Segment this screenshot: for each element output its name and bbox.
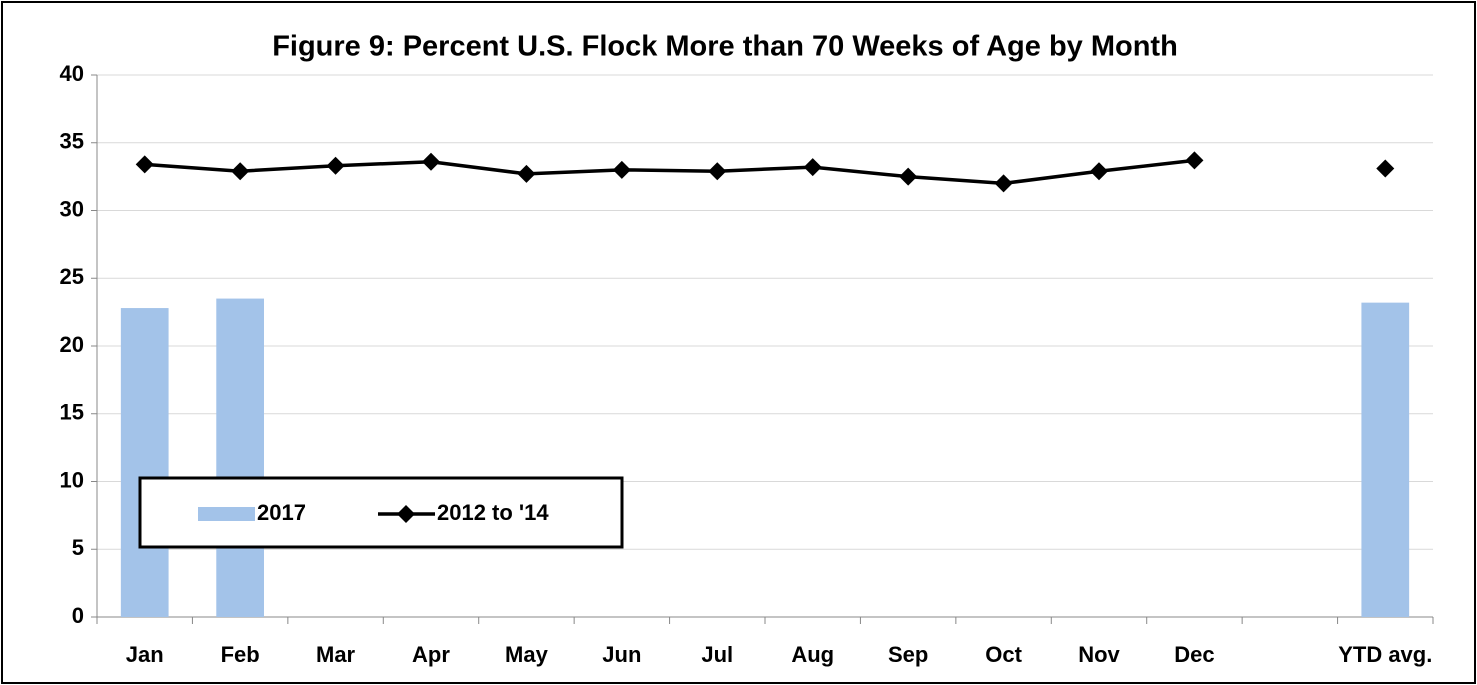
legend-marker	[397, 505, 415, 523]
x-tick-label: Jun	[602, 642, 641, 667]
bar	[216, 298, 264, 617]
legend-label: 2012 to '14	[437, 500, 549, 525]
y-tick-label: 5	[72, 535, 84, 560]
x-tick-label: Jul	[701, 642, 733, 667]
line-marker	[1185, 151, 1204, 170]
bar	[120, 308, 169, 617]
x-tick-label: Aug	[791, 642, 834, 667]
x-tick-label: YTD avg.	[1338, 642, 1432, 667]
line-marker	[803, 158, 822, 177]
chart-title: Figure 9: Percent U.S. Flock More than 7…	[272, 31, 1178, 63]
bar	[1361, 302, 1410, 617]
y-tick-label: 15	[60, 400, 84, 425]
line-marker	[422, 152, 440, 171]
y-tick-label: 10	[60, 467, 84, 492]
x-tick-label: Nov	[1078, 642, 1120, 667]
y-tick-label: 30	[60, 196, 84, 221]
y-tick-label: 40	[60, 61, 84, 86]
line-marker	[1090, 162, 1108, 181]
y-tick-label: 0	[72, 603, 84, 628]
line-marker	[517, 164, 536, 183]
x-tick-label: Dec	[1174, 642, 1214, 667]
y-tick-label: 35	[60, 129, 84, 154]
line-marker	[231, 162, 250, 181]
x-tick-label: Feb	[221, 642, 260, 667]
line-marker	[994, 174, 1013, 193]
x-tick-label: Oct	[985, 642, 1022, 667]
x-tick-label: Jan	[126, 642, 164, 667]
line-marker	[1376, 159, 1395, 178]
y-tick-label: 25	[60, 264, 84, 289]
line-marker	[708, 162, 727, 181]
legend-swatch	[198, 507, 255, 521]
legend-label: 2017	[257, 500, 306, 525]
line-marker	[612, 160, 631, 179]
x-tick-label: Sep	[888, 642, 928, 667]
line-marker	[899, 167, 918, 186]
y-tick-label: 20	[60, 332, 84, 357]
line-marker	[326, 156, 345, 175]
line-marker	[135, 155, 154, 174]
x-tick-label: Apr	[412, 642, 450, 667]
x-tick-label: Mar	[316, 642, 356, 667]
x-tick-label: May	[505, 642, 549, 667]
